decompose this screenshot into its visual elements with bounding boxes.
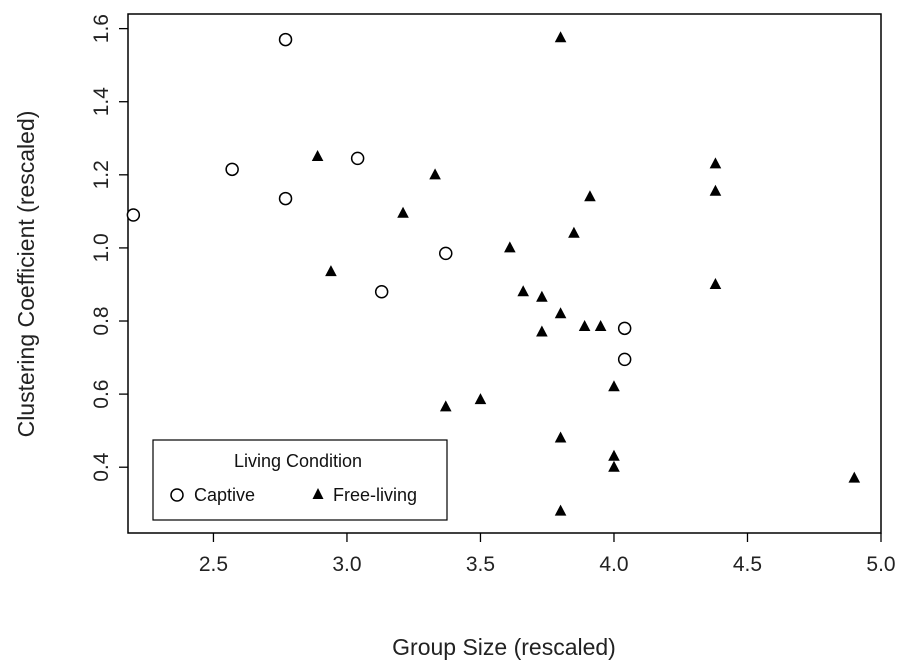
free-living-point: [554, 31, 567, 43]
data-points: [126, 31, 861, 516]
plot-area: [127, 13, 882, 534]
captive-point: [126, 208, 141, 222]
y-tick-label: 1.4: [90, 87, 113, 117]
x-tick-label: 5.0: [866, 553, 895, 576]
free-living-point: [608, 380, 620, 392]
captive-point: [617, 352, 632, 367]
free-living-point: [325, 265, 337, 277]
free-living-point: [504, 241, 516, 253]
x-tick-label: 4.0: [599, 553, 628, 576]
y-tick-label: 1.2: [90, 160, 113, 189]
free-living-point: [594, 319, 607, 331]
free-living-point: [584, 190, 596, 202]
free-living-point: [517, 285, 529, 297]
free-living-point: [709, 277, 722, 289]
series-free-living: [311, 31, 861, 516]
free-living-point: [311, 150, 324, 162]
free-living-point: [554, 431, 567, 443]
captive-point: [374, 285, 389, 299]
free-living-point: [536, 290, 548, 302]
captive-point: [225, 162, 239, 177]
y-tick-label: 0.4: [90, 452, 113, 482]
legend-captive-marker: [170, 488, 184, 502]
x-tick-label: 3.0: [332, 553, 361, 576]
free-living-point: [608, 460, 620, 472]
y-tick-label: 1.6: [90, 14, 113, 43]
y-axis: 0.4 0.6 0.8 1.0 1.2 1.4 1.6: [90, 14, 128, 482]
legend-box: [152, 439, 448, 521]
x-tick-label: 4.5: [733, 553, 762, 576]
free-living-point: [608, 449, 620, 461]
free-living-point: [709, 157, 722, 169]
free-living-point: [554, 307, 567, 319]
legend-captive-label: Captive: [194, 485, 255, 505]
free-living-point: [474, 393, 487, 405]
captive-point: [350, 151, 365, 166]
captive-point: [439, 246, 453, 261]
legend-title: Living Condition: [234, 451, 362, 471]
legend-free-living-label: Free-living: [333, 485, 417, 505]
free-living-point: [578, 319, 591, 331]
x-tick-label: 2.5: [199, 553, 228, 576]
x-axis-title: Group Size (rescaled): [392, 634, 616, 660]
free-living-point: [397, 206, 409, 218]
y-tick-label: 0.6: [90, 380, 113, 409]
x-tick-label: 3.5: [466, 553, 495, 576]
free-living-point: [536, 325, 548, 337]
free-living-point: [709, 184, 722, 196]
y-axis-title: Clustering Coefficient (rescaled): [13, 111, 39, 438]
captive-point: [278, 191, 293, 206]
captive-point: [617, 321, 632, 336]
series-captive: [126, 32, 632, 367]
x-axis: 2.5 3.0 3.5 4.0 4.5 5.0: [199, 533, 896, 576]
y-tick-label: 0.8: [90, 306, 113, 335]
free-living-point: [848, 471, 861, 483]
legend-free-living-marker: [312, 488, 324, 499]
captive-point: [278, 32, 293, 47]
legend: Living Condition Captive Free-living: [152, 439, 448, 521]
free-living-point: [439, 400, 452, 412]
y-tick-label: 1.0: [90, 233, 113, 262]
free-living-point: [554, 504, 567, 516]
free-living-point: [568, 226, 580, 238]
free-living-point: [429, 168, 441, 180]
